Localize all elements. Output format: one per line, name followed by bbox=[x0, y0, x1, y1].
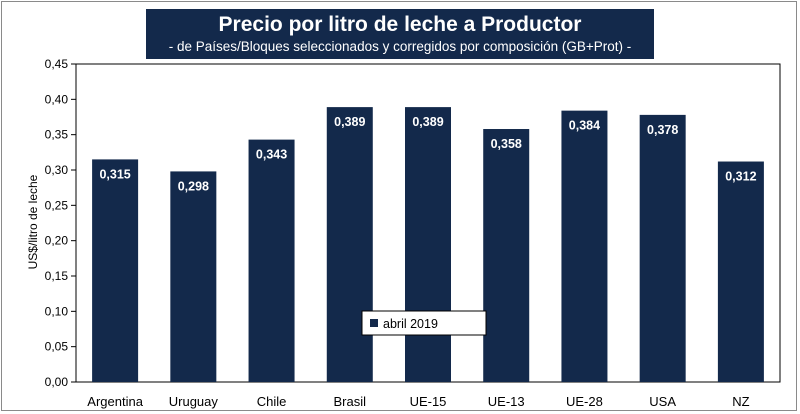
bar-ue-13 bbox=[483, 129, 530, 382]
y-tick-label: 0,15 bbox=[45, 269, 69, 283]
bar-chile bbox=[248, 139, 295, 382]
data-label: 0,298 bbox=[178, 179, 209, 193]
data-label: 0,315 bbox=[99, 167, 130, 181]
data-label: 0,343 bbox=[256, 148, 287, 162]
y-axis: 0,00 0,05 0,10 0,15 0,20 0,25 0,30 0,35 0,40 0,45 bbox=[45, 57, 77, 389]
x-tick-label: UE-15 bbox=[410, 394, 447, 409]
legend-box bbox=[361, 310, 487, 336]
y-tick-label: 0,45 bbox=[45, 57, 69, 71]
bar-argentina bbox=[92, 159, 139, 382]
chart-title: Precio por litro de leche a Productor bbox=[218, 13, 582, 36]
y-tick-label: 0,20 bbox=[45, 234, 69, 248]
y-tick-label: 0,00 bbox=[45, 375, 69, 389]
bar-usa bbox=[639, 114, 686, 382]
y-tick-label: 0,35 bbox=[45, 128, 69, 142]
x-axis: Argentina Uruguay Chile Brasil UE-15 UE-13 UE-… bbox=[87, 394, 749, 409]
x-tick-label: USA bbox=[649, 394, 676, 409]
y-tick-label: 0,25 bbox=[45, 198, 69, 212]
x-tick-label: UE-13 bbox=[488, 394, 525, 409]
x-tick-label: Uruguay bbox=[169, 394, 219, 409]
x-tick-label: Brasil bbox=[334, 394, 367, 409]
data-label: 0,378 bbox=[647, 123, 678, 137]
bar-uruguay bbox=[170, 171, 217, 382]
y-tick-label: 0,05 bbox=[45, 340, 69, 354]
bar-ue-28 bbox=[561, 110, 608, 382]
data-label: 0,389 bbox=[334, 115, 365, 129]
y-axis-label: US$/litro de leche bbox=[26, 174, 40, 269]
y-tick-label: 0,10 bbox=[45, 304, 69, 318]
bar-nz bbox=[717, 161, 764, 382]
chart-title-box: Precio por litro de leche a Productor - … bbox=[146, 9, 654, 59]
data-label: 0,389 bbox=[412, 115, 443, 129]
legend-label: abril 2019 bbox=[383, 317, 438, 331]
data-label: 0,384 bbox=[569, 119, 600, 133]
legend: abril 2019 bbox=[361, 310, 487, 336]
x-tick-label: UE-28 bbox=[566, 394, 603, 409]
data-label: 0,358 bbox=[491, 137, 522, 151]
y-tick-label: 0,30 bbox=[45, 163, 69, 177]
data-label: 0,312 bbox=[725, 170, 756, 184]
x-tick-label: NZ bbox=[732, 394, 749, 409]
bars: 0,315 0,298 0,343 0,389 0,389 0,358 0,384 0,378… bbox=[92, 107, 764, 383]
x-tick-label: Argentina bbox=[87, 394, 143, 409]
bar-ue-15 bbox=[405, 107, 451, 383]
y-tick-label: 0,40 bbox=[45, 92, 69, 106]
chart-subtitle: - de Países/Bloques seleccionados y corr… bbox=[168, 39, 632, 54]
x-tick-label: Chile bbox=[257, 394, 287, 409]
legend-swatch bbox=[370, 319, 378, 327]
bar-brasil bbox=[326, 107, 373, 383]
